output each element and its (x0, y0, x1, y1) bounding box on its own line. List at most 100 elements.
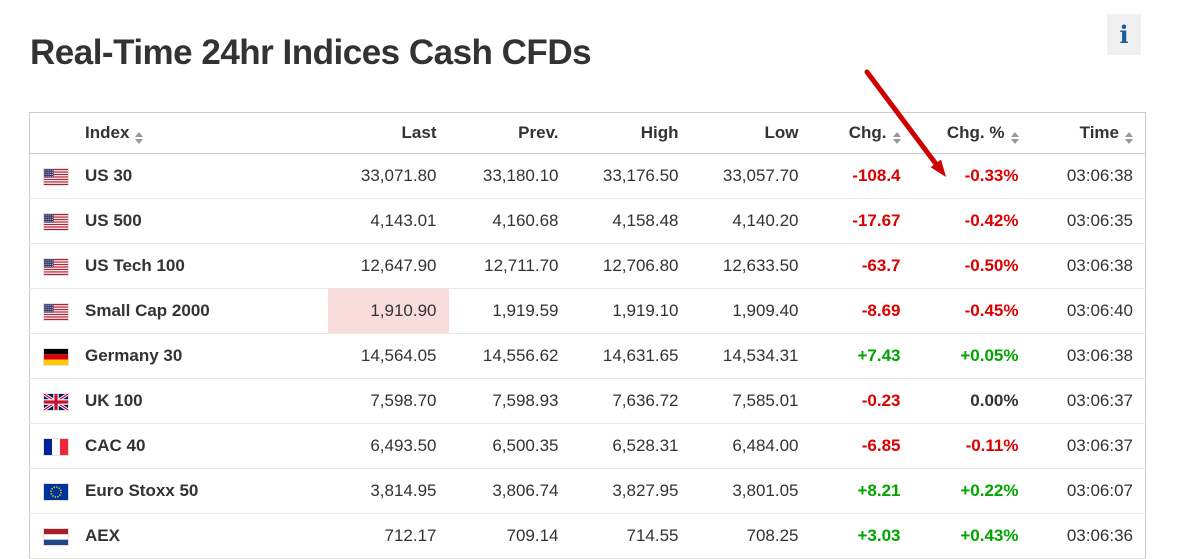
column-label: High (640, 123, 679, 142)
index-name-link[interactable]: AEX (85, 526, 120, 545)
cell-low: 6,484.00 (690, 423, 811, 469)
cell-high: 12,706.80 (570, 243, 691, 289)
cell-low: 14,534.31 (690, 333, 811, 379)
cell-last: 1,910.90 (327, 288, 449, 334)
cell-chg_pct: -0.45% (912, 288, 1031, 334)
sort-icon (892, 131, 901, 144)
page-title: Real-Time 24hr Indices Cash CFDs (30, 33, 592, 73)
cell-last: 33,071.80 (327, 153, 449, 199)
cell-index: AEX (29, 513, 328, 559)
cell-low: 7,585.01 (690, 378, 811, 424)
flag-us-icon (44, 258, 68, 275)
cell-chg_pct: +0.22% (912, 468, 1031, 514)
info-button[interactable]: i (1107, 14, 1141, 55)
table-row: AEX 712.17 709.14 714.55 708.25 +3.03 +0.43% 03… (29, 513, 1146, 559)
cell-time: 03:06:37 (1030, 423, 1146, 469)
indices-table: Index Last Prev. High Low Chg. Chg. % Time US 3… (29, 112, 1146, 559)
index-name-link[interactable]: Germany 30 (85, 346, 183, 365)
column-header-time[interactable]: Time (1030, 112, 1146, 154)
cell-chg: -0.23 (810, 378, 913, 424)
cell-index: UK 100 (29, 378, 328, 424)
cell-high: 4,158.48 (570, 198, 691, 244)
cell-high: 6,528.31 (570, 423, 691, 469)
cell-prev: 709.14 (448, 513, 571, 559)
flag-eu-icon (44, 483, 68, 500)
cell-prev: 33,180.10 (448, 153, 571, 199)
cell-low: 708.25 (690, 513, 811, 559)
cell-chg: -108.4 (810, 153, 913, 199)
table-header: Index Last Prev. High Low Chg. Chg. % Time (29, 112, 1146, 154)
index-name-link[interactable]: CAC 40 (85, 436, 146, 455)
info-icon: i (1119, 19, 1129, 49)
indices-table-container: Index Last Prev. High Low Chg. Chg. % Time US 3… (29, 112, 1146, 559)
column-header-last[interactable]: Last (327, 112, 449, 154)
cell-index: Small Cap 2000 (29, 288, 328, 334)
cell-prev: 12,711.70 (448, 243, 571, 289)
table-row: US 30 33,071.80 33,180.10 33,176.50 33,057.7… (29, 153, 1146, 199)
column-label: Index (85, 122, 130, 142)
table-row: Small Cap 2000 1,910.90 1,919.59 1,919.10 1,… (29, 288, 1146, 334)
index-name-link[interactable]: Euro Stoxx 50 (85, 481, 199, 500)
cell-index: Germany 30 (29, 333, 328, 379)
column-header-chg_pct[interactable]: Chg. % (912, 112, 1031, 154)
cell-low: 12,633.50 (690, 243, 811, 289)
sort-icon (1125, 131, 1133, 144)
table-row: Euro Stoxx 50 3,814.95 3,806.74 3,827.95 3,8… (29, 468, 1146, 514)
cell-chg_pct: +0.43% (912, 513, 1031, 559)
index-name-link[interactable]: US Tech 100 (85, 256, 185, 275)
cell-time: 03:06:07 (1030, 468, 1146, 514)
index-name-link[interactable]: Small Cap 2000 (85, 301, 210, 320)
cell-high: 14,631.65 (570, 333, 691, 379)
column-label: Time (1079, 122, 1119, 142)
cell-high: 1,919.10 (570, 288, 691, 334)
cell-low: 3,801.05 (690, 468, 811, 514)
cell-last: 712.17 (327, 513, 449, 559)
flag-us-icon (44, 303, 68, 320)
cell-prev: 1,919.59 (448, 288, 571, 334)
cell-chg: -8.69 (810, 288, 913, 334)
cell-chg_pct: -0.11% (912, 423, 1031, 469)
flag-us-icon (44, 213, 68, 230)
cell-chg_pct: -0.33% (912, 153, 1031, 199)
header-row: Index Last Prev. High Low Chg. Chg. % Time (29, 112, 1146, 154)
cell-prev: 14,556.62 (448, 333, 571, 379)
cell-time: 03:06:40 (1030, 288, 1146, 334)
cell-index: US 30 (29, 153, 328, 199)
cell-high: 714.55 (570, 513, 691, 559)
table-row: UK 100 7,598.70 7,598.93 7,636.72 7,585.01 -0… (29, 378, 1146, 424)
cell-prev: 6,500.35 (448, 423, 571, 469)
cell-last: 3,814.95 (327, 468, 449, 514)
cell-last: 6,493.50 (327, 423, 449, 469)
cell-index: CAC 40 (29, 423, 328, 469)
flag-us-icon (44, 168, 68, 185)
index-name-link[interactable]: US 500 (85, 211, 142, 230)
cell-chg_pct: +0.05% (912, 333, 1031, 379)
flag-nl-icon (44, 528, 68, 545)
flag-fr-icon (44, 438, 68, 455)
cell-chg: +8.21 (810, 468, 913, 514)
cell-chg: +7.43 (810, 333, 913, 379)
column-label: Last (401, 123, 437, 142)
cell-chg: +3.03 (810, 513, 913, 559)
index-name-link[interactable]: UK 100 (85, 391, 143, 410)
table-row: CAC 40 6,493.50 6,500.35 6,528.31 6,484.00 -6… (29, 423, 1146, 469)
cell-low: 1,909.40 (690, 288, 811, 334)
column-header-high[interactable]: High (570, 112, 691, 154)
cell-low: 33,057.70 (690, 153, 811, 199)
index-name-link[interactable]: US 30 (85, 166, 133, 185)
column-header-chg[interactable]: Chg. (810, 112, 913, 154)
column-header-index[interactable]: Index (29, 112, 328, 154)
column-label: Low (764, 123, 799, 142)
cell-prev: 7,598.93 (448, 378, 571, 424)
cell-index: Euro Stoxx 50 (29, 468, 328, 514)
cell-index: US 500 (29, 198, 328, 244)
cell-chg: -63.7 (810, 243, 913, 289)
table-row: US 500 4,143.01 4,160.68 4,158.48 4,140.20 -1… (29, 198, 1146, 244)
column-header-prev[interactable]: Prev. (448, 112, 571, 154)
cell-chg_pct: 0.00% (912, 378, 1031, 424)
cell-chg: -17.67 (810, 198, 913, 244)
cell-index: US Tech 100 (29, 243, 328, 289)
cell-high: 3,827.95 (570, 468, 691, 514)
cell-time: 03:06:38 (1030, 333, 1146, 379)
column-header-low[interactable]: Low (690, 112, 811, 154)
